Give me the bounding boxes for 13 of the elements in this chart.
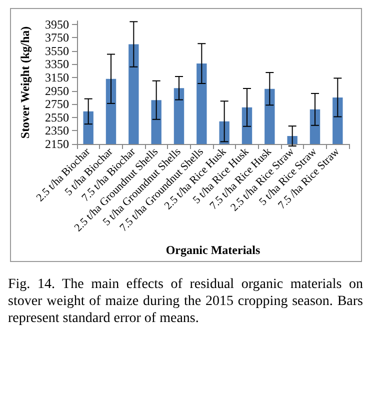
y-tick-label: 2150	[45, 137, 69, 151]
y-tick-label: 3550	[45, 44, 69, 58]
y-tick-label: 2350	[45, 124, 69, 138]
y-tick-label: 3150	[45, 70, 69, 85]
y-tick-label: 2950	[45, 84, 69, 98]
caption: Fig. 14. The main effects of residual organic materials on stover weight of maize during the 2015 cropping season. Bars represent standard error of means.	[8, 276, 364, 327]
y-tick-label: 2750	[45, 97, 69, 112]
y-tick-label: 3750	[45, 30, 69, 45]
y-tick-label: 3950	[45, 17, 69, 32]
y-axis-title: Stover Weight (kg/ha)	[18, 26, 32, 139]
x-axis-title: Organic Materials	[166, 243, 260, 257]
y-tick-label: 2550	[45, 110, 69, 124]
y-tick-label: 3350	[45, 57, 69, 72]
